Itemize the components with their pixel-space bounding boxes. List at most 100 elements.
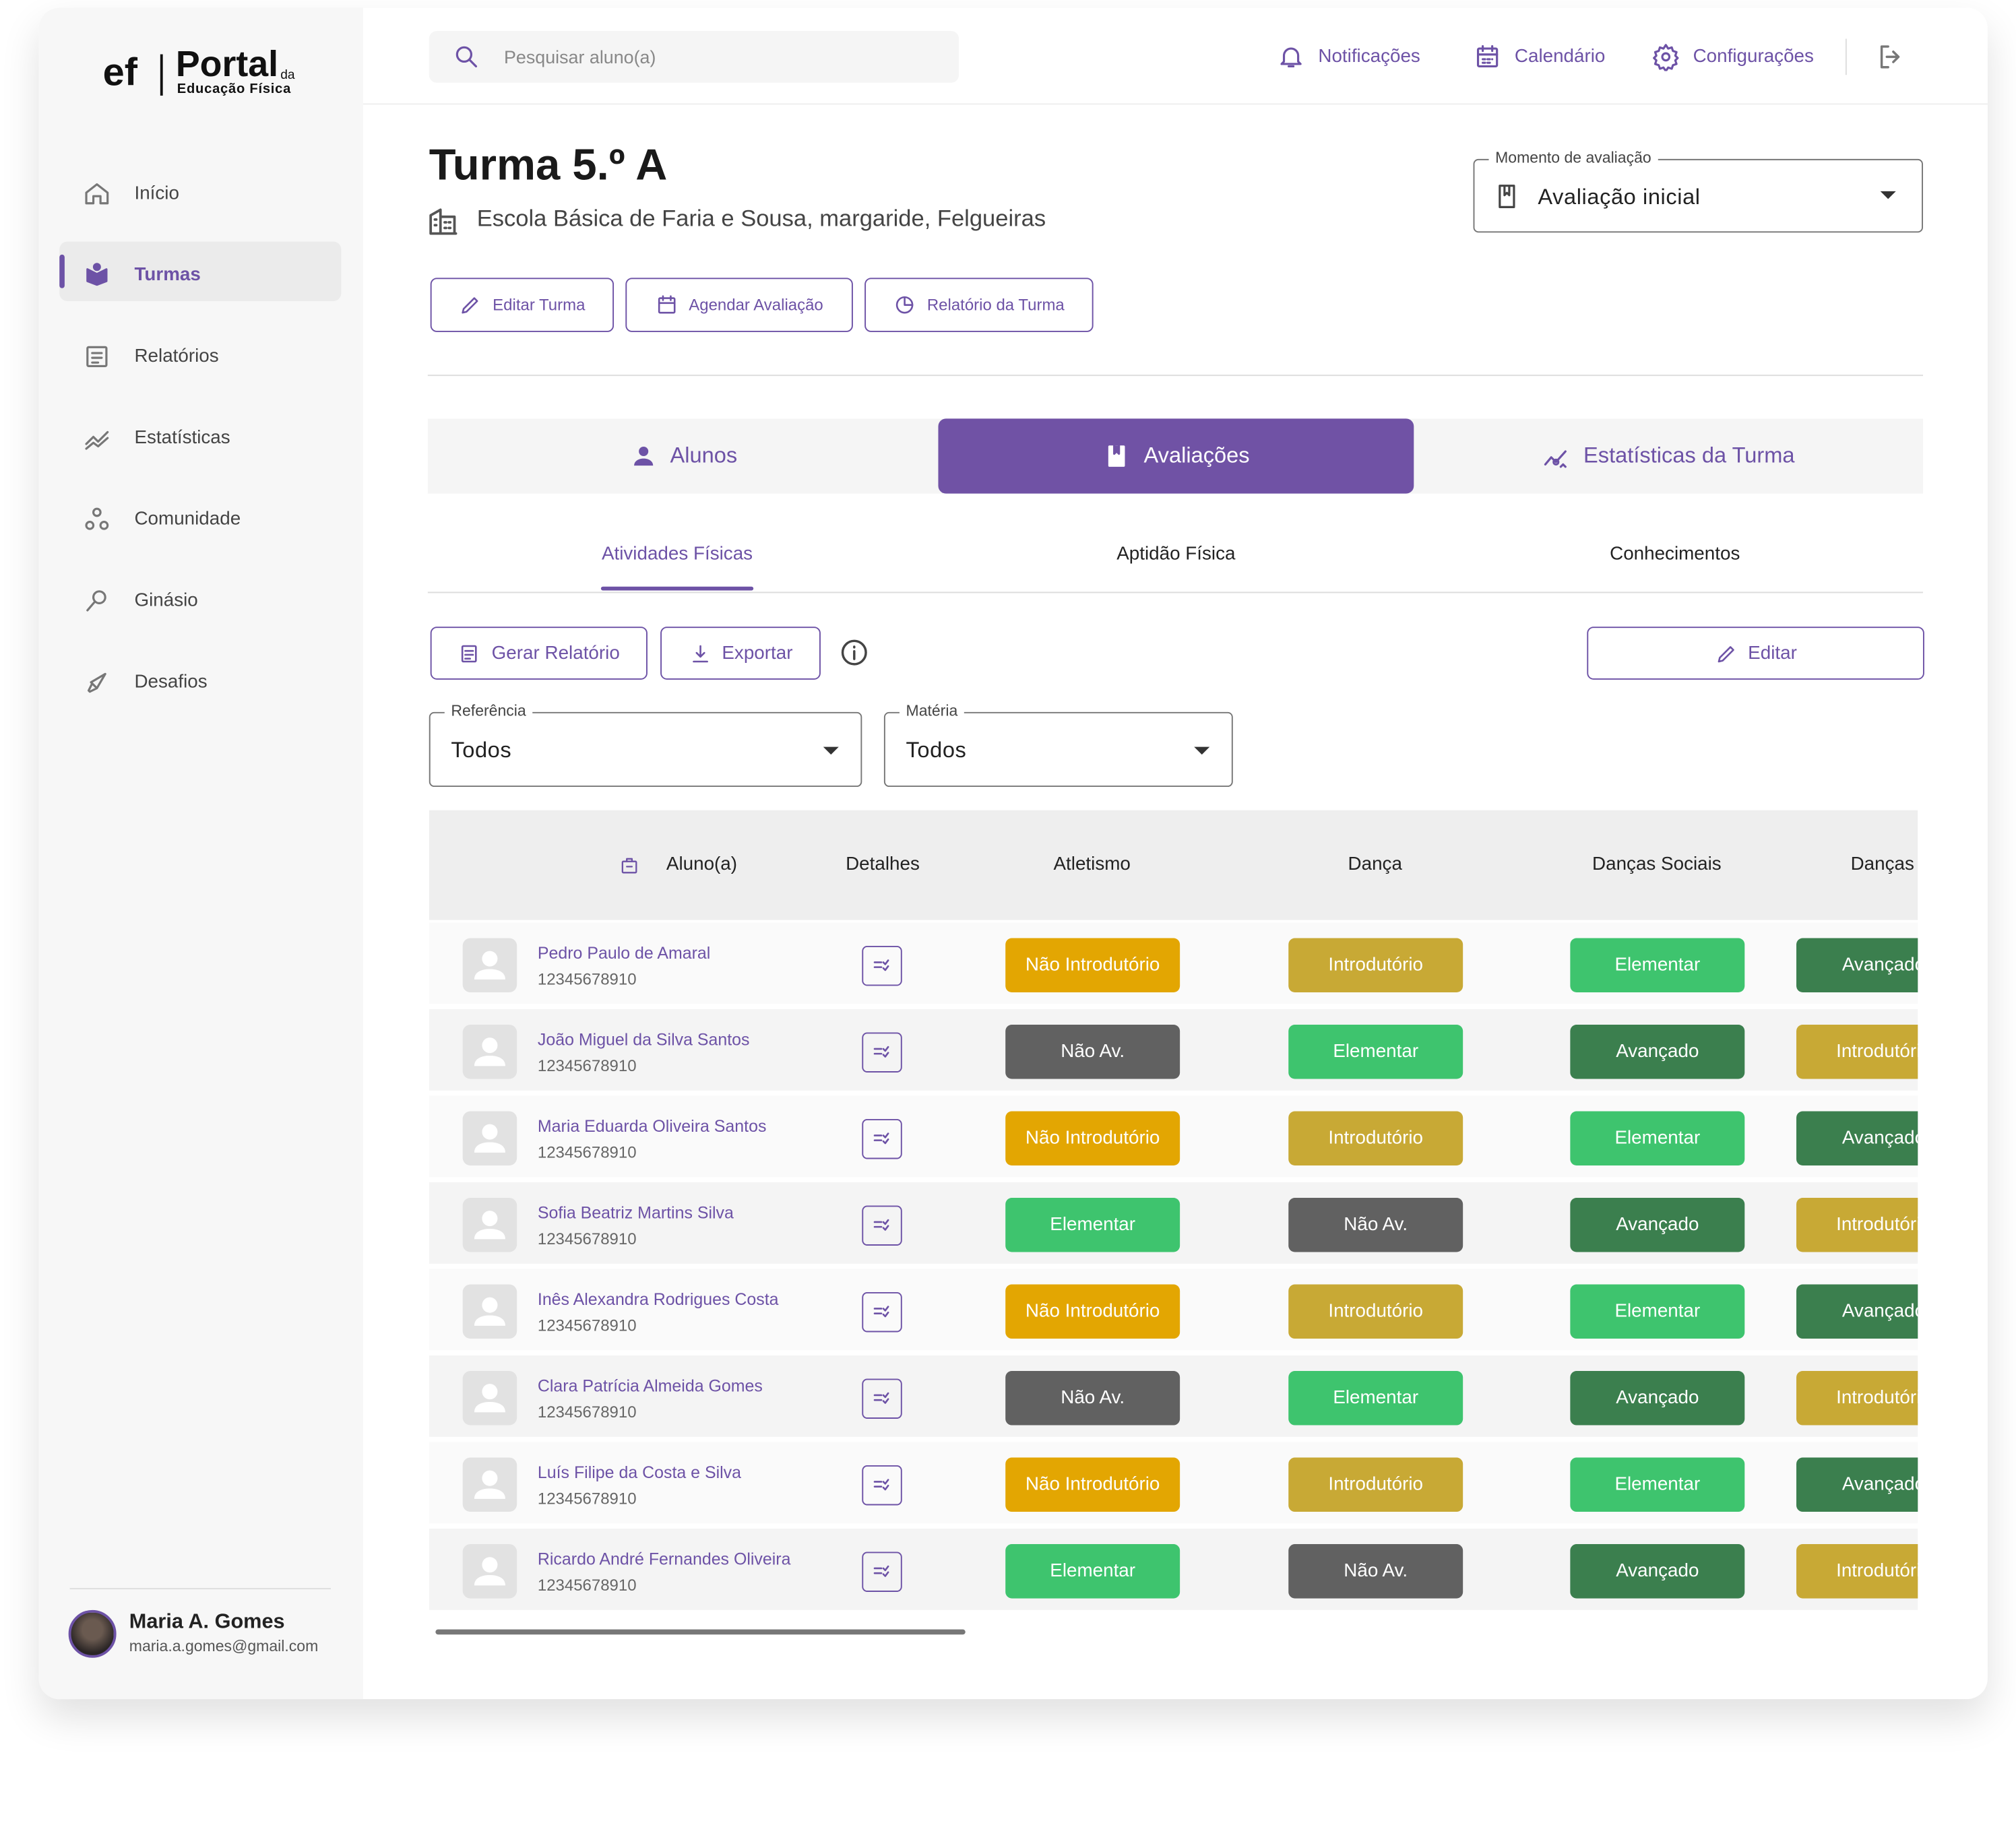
level-badge[interactable]: Introdutório <box>1796 1370 1918 1426</box>
level-badge[interactable]: Elementar <box>1005 1544 1180 1599</box>
header-button[interactable]: Relatório da Turma <box>864 278 1094 332</box>
subtab[interactable]: Aptidão Física <box>1116 544 1236 565</box>
level-badge[interactable]: Elementar <box>1570 938 1745 993</box>
details-button[interactable] <box>862 1552 902 1592</box>
details-icon <box>870 1040 893 1064</box>
level-badge[interactable]: Não Av. <box>1005 1024 1180 1079</box>
level-badge[interactable]: Elementar <box>1005 1197 1180 1252</box>
student-name[interactable]: João Miguel da Silva Santos <box>537 1029 750 1050</box>
student-name[interactable]: Sofia Beatriz Martins Silva <box>537 1203 734 1223</box>
nav-item[interactable]: Desafios <box>134 672 208 693</box>
icon <box>83 424 111 452</box>
details-button[interactable] <box>862 1118 902 1159</box>
level-badge[interactable]: Introdutório <box>1288 1457 1463 1512</box>
level-badge[interactable]: Introdutório <box>1288 1111 1463 1166</box>
icon <box>83 261 111 289</box>
column-header: Atletismo <box>950 854 1234 875</box>
level-badge[interactable]: Não Introdutório <box>1005 1284 1180 1339</box>
toolbar-button[interactable]: Gerar Relatório <box>430 627 648 680</box>
tab[interactable]: Alunos <box>428 418 939 493</box>
caret <box>1880 191 1896 199</box>
details-icon <box>873 1479 889 1491</box>
level-badge[interactable]: Avançado <box>1796 1111 1918 1166</box>
details-icon <box>873 1046 889 1058</box>
top-sep <box>1845 38 1847 75</box>
tab-label: Avaliações <box>1143 443 1250 468</box>
scrollbar[interactable] <box>435 1629 966 1635</box>
column-header: Dança <box>1233 854 1517 875</box>
student-avatar <box>462 1024 517 1079</box>
caret <box>1194 746 1210 755</box>
top-link[interactable]: Calendário <box>1514 46 1606 67</box>
details-button[interactable] <box>862 1465 902 1506</box>
nav-item[interactable]: Início <box>134 183 179 205</box>
student-name[interactable]: Luís Filipe da Costa e Silva <box>537 1463 742 1482</box>
nav-item[interactable]: Estatísticas <box>134 427 230 449</box>
details-button[interactable] <box>862 1292 902 1333</box>
level-badge[interactable]: Avançado <box>1796 1284 1918 1339</box>
student-name[interactable]: Inês Alexandra Rodrigues Costa <box>537 1289 779 1309</box>
level-badge[interactable]: Elementar <box>1570 1111 1745 1166</box>
filter-select[interactable]: Matéria Todos <box>883 701 1233 788</box>
nav-item[interactable]: Relatórios <box>134 346 219 367</box>
school-name: Escola Básica de Faria e Sousa, margarid… <box>476 205 1046 232</box>
top-link[interactable]: Configurações <box>1693 46 1814 67</box>
student-avatar <box>462 1197 517 1252</box>
level-badge[interactable]: Não Introdutório <box>1005 1111 1180 1166</box>
student-id: 12345678910 <box>537 1490 637 1508</box>
student-name[interactable]: Pedro Paulo de Amaral <box>537 943 711 963</box>
moment-select[interactable]: Momento de avaliação Avaliação inicial <box>1473 148 1923 233</box>
level-badge[interactable]: Avançado <box>1570 1024 1745 1079</box>
level-badge[interactable]: Elementar <box>1570 1457 1745 1512</box>
level-badge[interactable]: Elementar <box>1288 1370 1463 1426</box>
details-icon <box>870 1560 893 1583</box>
level-badge[interactable]: Avançado <box>1570 1544 1745 1599</box>
student-name[interactable]: Clara Patrícia Almeida Gomes <box>537 1376 763 1396</box>
tab[interactable]: Estatísticas da Turma <box>1414 418 1923 493</box>
level-badge[interactable]: Introdutório <box>1796 1024 1918 1079</box>
level-badge[interactable]: Não Av. <box>1288 1197 1463 1252</box>
column-label: Dança <box>1348 854 1402 875</box>
header-button[interactable]: Editar Turma <box>430 278 615 332</box>
details-button[interactable] <box>862 1205 902 1246</box>
details-button[interactable] <box>862 945 902 986</box>
nav-item[interactable]: Turmas <box>134 265 201 286</box>
toolbar-button[interactable]: Exportar <box>660 627 821 680</box>
logo-divider <box>160 54 162 96</box>
level-badge[interactable]: Introdutório <box>1796 1544 1918 1599</box>
level-badge[interactable]: Elementar <box>1570 1284 1745 1339</box>
subtab[interactable]: Conhecimentos <box>1610 544 1740 565</box>
header-button[interactable]: Agendar Avaliação <box>625 278 853 332</box>
level-badge[interactable]: Não Introdutório <box>1005 1457 1180 1512</box>
tab[interactable]: Avaliações <box>938 418 1414 494</box>
column-header: Detalhes <box>741 854 1025 875</box>
filter-select[interactable]: Referência Todos <box>429 701 862 788</box>
icon <box>1651 42 1680 73</box>
level-badge[interactable]: Introdutório <box>1796 1197 1918 1252</box>
level-badge[interactable]: Avançado <box>1796 938 1918 993</box>
level-badge[interactable]: Não Av. <box>1288 1544 1463 1599</box>
level-badge[interactable]: Avançado <box>1570 1370 1745 1426</box>
student-id: 12345678910 <box>537 1316 637 1335</box>
level-badge[interactable]: Introdutório <box>1288 1284 1463 1339</box>
icon <box>429 208 458 235</box>
edit-button[interactable]: Editar <box>1587 627 1924 680</box>
nav-item[interactable]: Comunidade <box>134 509 241 530</box>
level-badge[interactable]: Não Av. <box>1005 1370 1180 1426</box>
level-badge[interactable]: Elementar <box>1288 1024 1463 1079</box>
search-box[interactable]: Pesquisar aluno(a) <box>429 31 959 83</box>
avatar-glyph <box>474 1297 505 1326</box>
icon <box>1499 185 1515 208</box>
student-name[interactable]: Ricardo André Fernandes Oliveira <box>537 1549 791 1569</box>
level-badge[interactable]: Introdutório <box>1288 938 1463 993</box>
nav-item[interactable]: Ginásio <box>134 590 198 612</box>
details-button[interactable] <box>862 1378 902 1419</box>
level-badge[interactable]: Avançado <box>1570 1197 1745 1252</box>
level-badge[interactable]: Não Introdutório <box>1005 938 1180 993</box>
details-button[interactable] <box>862 1032 902 1073</box>
top-link[interactable]: Notificações <box>1318 46 1420 67</box>
level-badge[interactable]: Avançado <box>1796 1457 1918 1512</box>
student-name[interactable]: Maria Eduarda Oliveira Santos <box>537 1116 767 1136</box>
subtab[interactable]: Atividades Físicas <box>601 544 753 565</box>
